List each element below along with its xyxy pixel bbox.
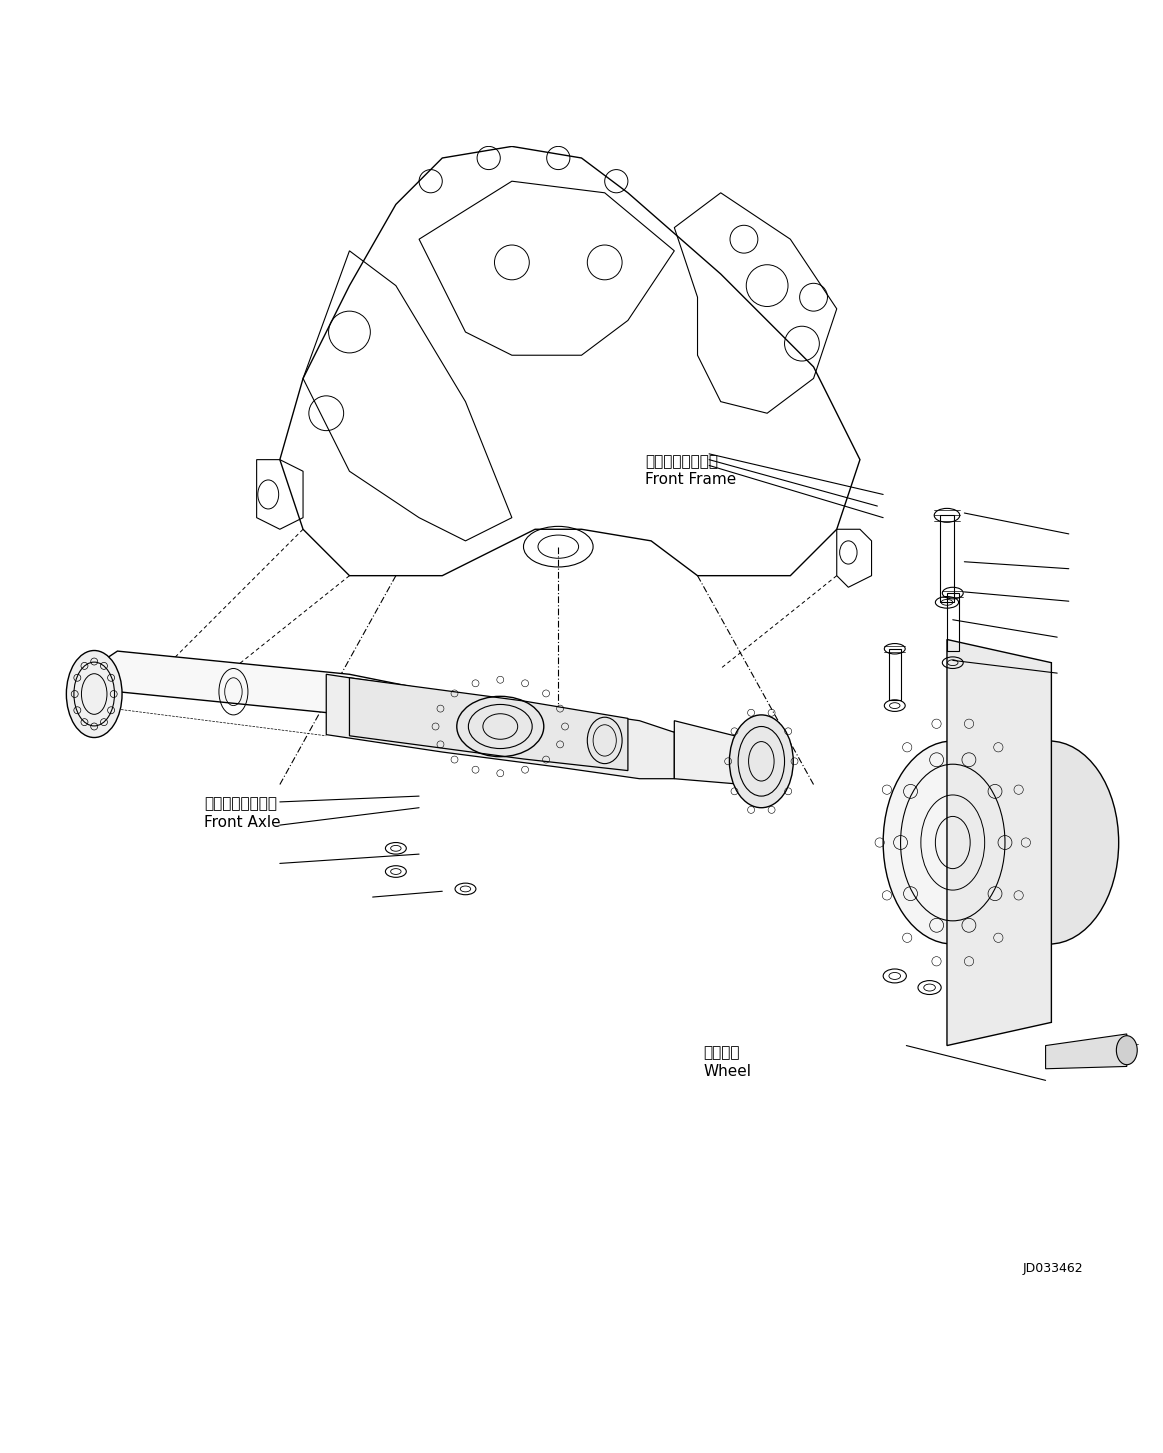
Polygon shape bbox=[675, 721, 768, 785]
Ellipse shape bbox=[883, 741, 1022, 944]
Bar bbox=[889, 649, 900, 700]
Polygon shape bbox=[83, 651, 744, 773]
Text: フロントフレーム
Front Frame: フロントフレーム Front Frame bbox=[645, 453, 736, 487]
Bar bbox=[947, 593, 958, 651]
Ellipse shape bbox=[979, 741, 1119, 944]
Ellipse shape bbox=[729, 715, 793, 808]
Polygon shape bbox=[1046, 1035, 1127, 1069]
Polygon shape bbox=[349, 677, 628, 770]
Polygon shape bbox=[947, 639, 1051, 1046]
Text: JD033462: JD033462 bbox=[1022, 1263, 1083, 1276]
Text: フロントアクスル
Front Axle: フロントアクスル Front Axle bbox=[205, 796, 281, 830]
Bar bbox=[940, 516, 954, 603]
Text: ホイール
Wheel: ホイール Wheel bbox=[704, 1046, 751, 1080]
Ellipse shape bbox=[1116, 1036, 1137, 1065]
Ellipse shape bbox=[66, 651, 122, 738]
Polygon shape bbox=[327, 674, 675, 779]
